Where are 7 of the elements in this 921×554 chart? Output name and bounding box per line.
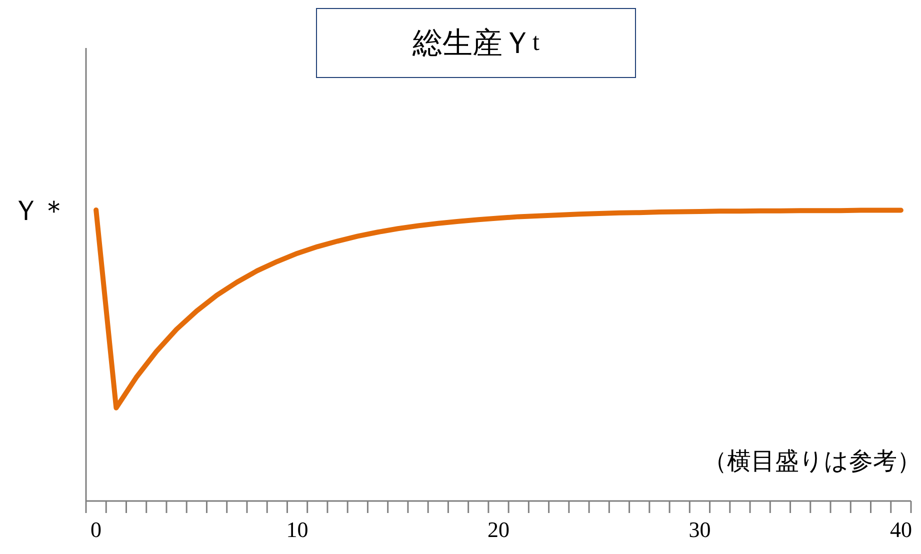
annotation: （横目盛りは参考） <box>703 448 921 477</box>
x-tick-label: 40 <box>890 517 912 542</box>
x-tick-label: 0 <box>90 517 102 542</box>
x-tick-label: 30 <box>688 517 711 542</box>
text: Ｙ＊ <box>12 195 68 229</box>
x-tick-label: 10 <box>286 517 308 542</box>
x-tick-label: 20 <box>488 517 510 542</box>
